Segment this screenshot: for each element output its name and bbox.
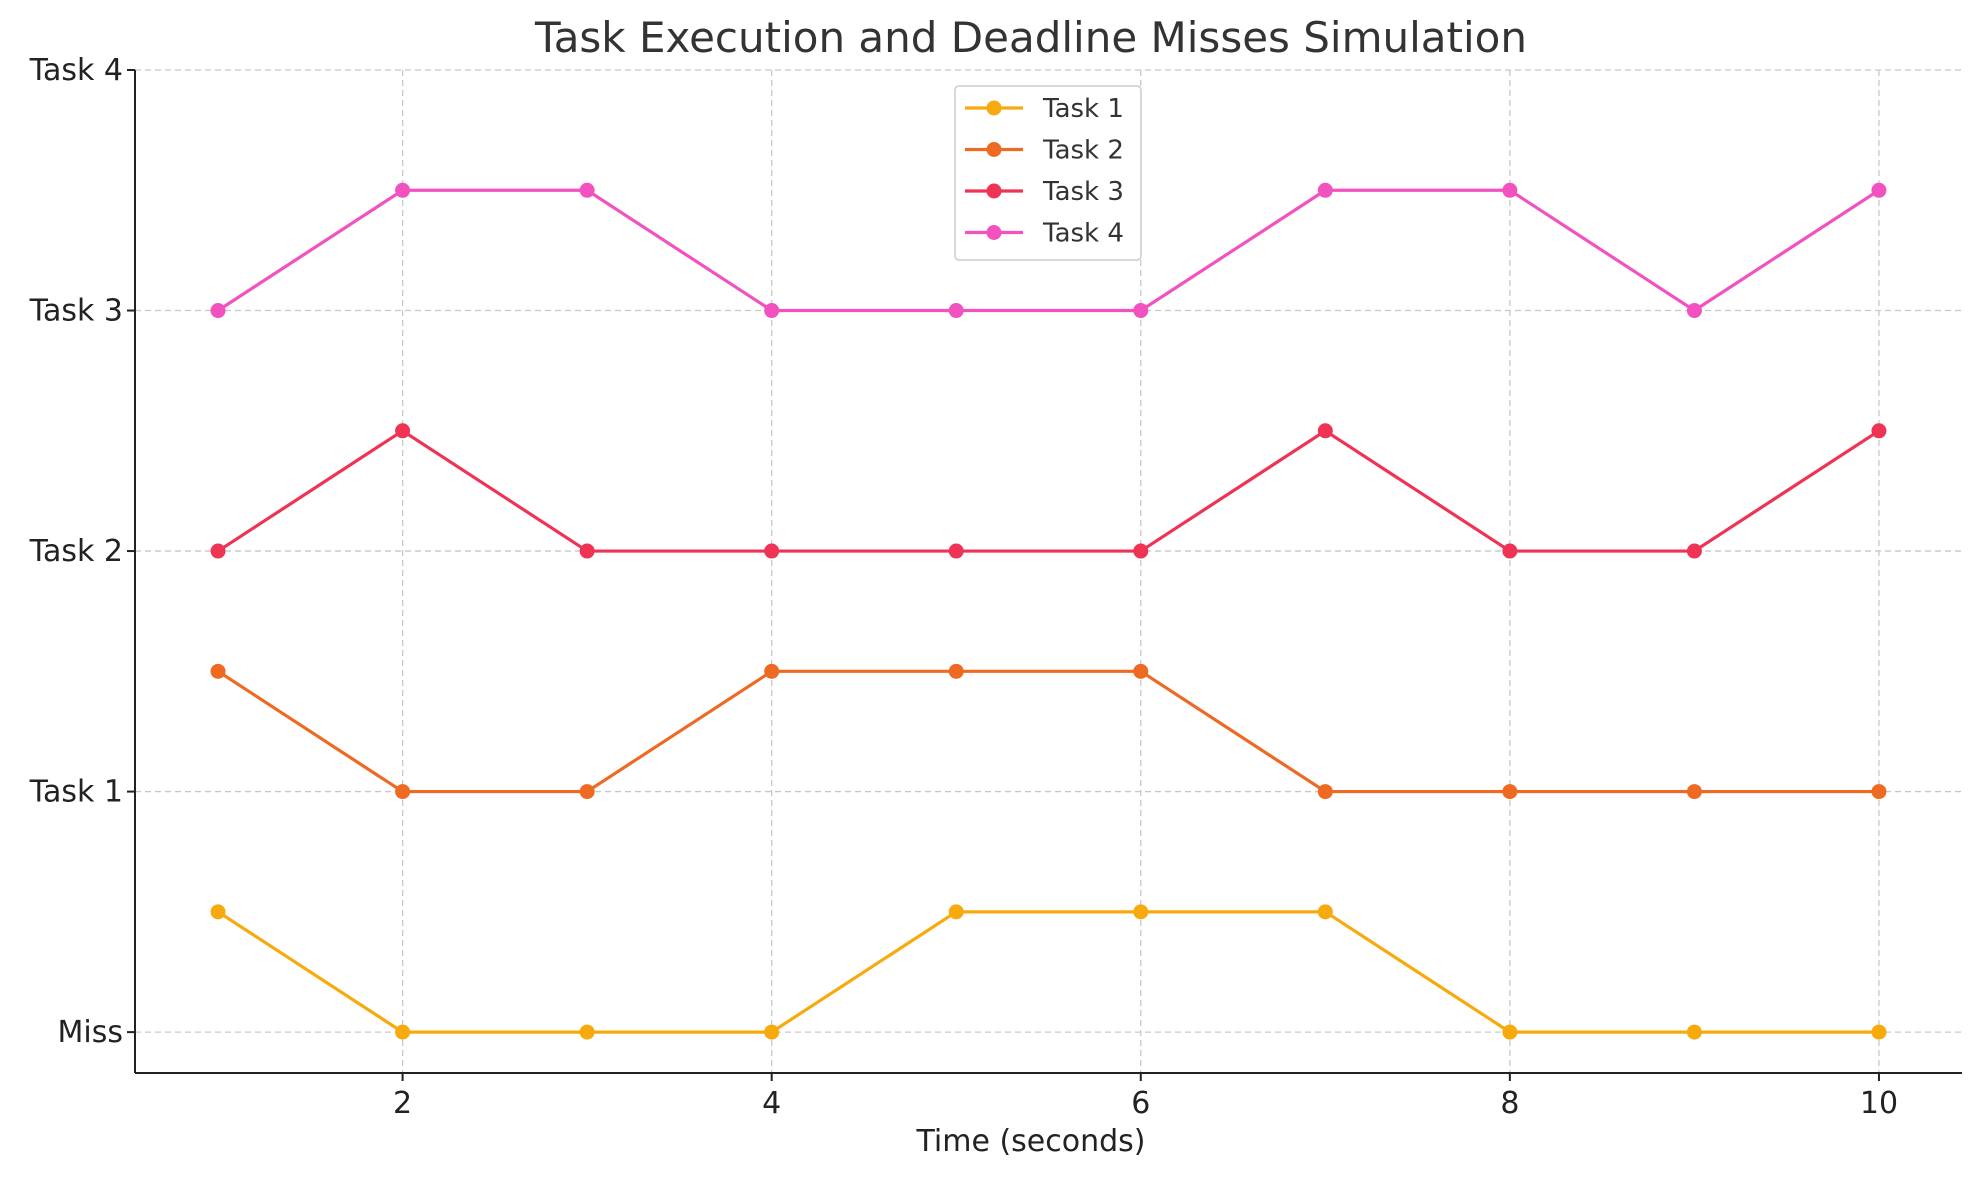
data-point [1686,303,1702,319]
data-point [579,543,595,559]
data-point [1133,543,1149,559]
data-point [579,784,595,800]
data-point [1686,1024,1702,1040]
data-point [1133,904,1149,920]
legend: Task 1 Task 2 Task 3 Task 4 [954,85,1142,261]
data-point [210,303,226,319]
data-point [1502,543,1518,559]
data-point [1317,784,1333,800]
data-point [579,182,595,198]
data-point [764,1024,780,1040]
series-line [217,910,1879,1034]
data-point [1686,784,1702,800]
data-point [1317,182,1333,198]
legend-box [954,85,1142,261]
data-point [948,543,964,559]
data-point [1871,784,1887,800]
series-1 [210,904,1887,1040]
series-layer [210,182,1887,1040]
y-tick-label: Task 2 [29,534,123,569]
y-tick-label: Task 4 [29,53,123,88]
data-point [395,182,411,198]
data-point [395,423,411,439]
chart-title: Task Execution and Deadline Misses Simul… [534,13,1527,62]
x-tick-label: 4 [762,1086,781,1121]
data-point [210,904,226,920]
data-point [948,663,964,679]
legend-label: Task 3 [1042,177,1124,207]
data-point [579,1024,595,1040]
legend-item: Task 2 [965,136,1124,166]
data-point [1133,663,1149,679]
series-2 [210,663,1887,800]
x-axis-label: Time (seconds) [916,1124,1146,1159]
data-point [1686,543,1702,559]
legend-marker [986,183,1002,199]
legend-item: Task 3 [965,177,1124,207]
data-point [210,663,226,679]
series-line [217,188,1880,313]
legend-label: Task 1 [1042,94,1124,124]
legend-marker [986,225,1002,240]
data-point [948,904,964,920]
series-3 [210,423,1887,559]
x-tick-label: 6 [1131,1086,1150,1121]
legend-label: Task 4 [1042,219,1124,249]
data-point [1502,784,1518,800]
legend-item: Task 4 [965,219,1124,249]
data-point [1317,423,1333,439]
legend-marker [986,142,1002,157]
series-line [217,669,1879,794]
legend-label: Task 2 [1042,136,1124,166]
data-point [764,663,780,679]
y-tick-label: Task 1 [29,775,123,810]
data-point [395,784,411,800]
data-point [1502,182,1518,198]
data-point [210,543,226,559]
data-point [1502,1024,1518,1040]
data-point [764,543,780,559]
data-point [1871,182,1887,198]
axes: 2 4 6 8 10 Miss Task 1 Task 2 Task 3 Task 4 [29,53,1962,1121]
legend-item: Task 1 [965,94,1124,124]
y-tick-label: Miss [58,1015,123,1050]
data-point [1871,1024,1887,1040]
legend-marker [986,100,1002,116]
data-point [1317,904,1333,920]
data-point [395,1024,411,1040]
x-tick-label: 8 [1500,1086,1519,1121]
data-point [1871,423,1887,439]
x-tick-label: 10 [1860,1086,1898,1121]
data-point [1133,303,1149,319]
series-line [217,429,1880,553]
data-point [948,303,964,319]
series-4 [210,182,1887,319]
x-tick-label: 2 [393,1086,412,1121]
data-point [764,303,780,319]
y-tick-label: Task 3 [29,294,123,329]
